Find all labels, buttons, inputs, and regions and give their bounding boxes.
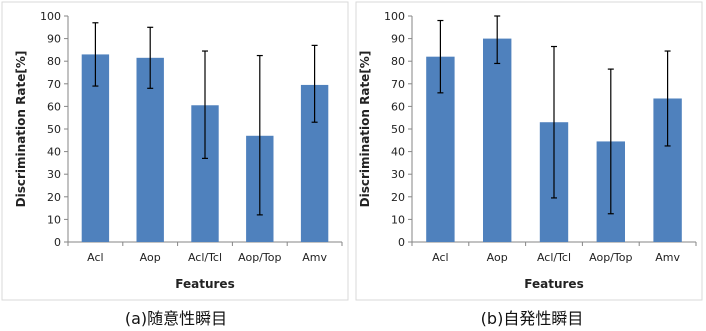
chart-caption: (b)自発性瞬目 — [481, 309, 584, 328]
y-tick-label: 60 — [391, 100, 405, 113]
x-tick-label: Amv — [302, 251, 327, 264]
chart-b: 0 10 20 30 40 50 60 70 80 90 100 Acl Aop Acl/Tcl Aop/T… — [355, 1, 703, 328]
y-tick-label: 40 — [391, 146, 405, 159]
x-tick-label: Aop — [487, 251, 508, 264]
y-tick-label: 50 — [47, 123, 61, 136]
y-tick-label: 50 — [391, 123, 405, 136]
chart-a: 0 10 20 30 40 50 60 70 80 90 100 Acl Aop Acl/Tcl Aop/T… — [1, 1, 349, 328]
x-tick-label: Acl/Tcl — [188, 251, 222, 264]
x-axis-title: Features — [524, 277, 583, 291]
y-tick-label: 10 — [47, 213, 61, 226]
y-tick-label: 80 — [391, 55, 405, 68]
bar — [483, 38, 512, 242]
chart-frame — [1, 1, 349, 301]
x-tick-label: Acl/Tcl — [537, 251, 571, 264]
y-tick-label: 90 — [391, 33, 405, 46]
x-tick-label: Aop/Top — [589, 251, 632, 264]
chart-frame — [355, 1, 703, 301]
x-tick-label: Amv — [655, 251, 680, 264]
y-tick-label: 100 — [40, 10, 61, 23]
y-tick-label: 40 — [47, 146, 61, 159]
y-tick-label: 30 — [47, 168, 61, 181]
y-tick-label: 90 — [47, 33, 61, 46]
y-tick-label: 60 — [47, 100, 61, 113]
x-tick-label: Acl — [87, 251, 103, 264]
y-axis-title: Discrimination Rate[%] — [358, 51, 372, 208]
y-tick-label: 30 — [391, 168, 405, 181]
y-tick-label: 20 — [391, 191, 405, 204]
y-tick-label: 0 — [54, 236, 61, 249]
x-tick-label: Aop/Top — [238, 251, 281, 264]
x-axis-title: Features — [175, 277, 234, 291]
y-tick-label: 80 — [47, 55, 61, 68]
y-tick-label: 20 — [47, 191, 61, 204]
y-tick-label: 100 — [384, 10, 405, 23]
chart-caption: (a)随意性瞬目 — [125, 309, 227, 328]
y-tick-label: 10 — [391, 213, 405, 226]
y-axis-title: Discrimination Rate[%] — [14, 51, 28, 208]
x-tick-label: Acl — [432, 251, 448, 264]
y-tick-label: 0 — [398, 236, 405, 249]
y-tick-label: 70 — [47, 78, 61, 91]
x-tick-label: Aop — [140, 251, 161, 264]
y-tick-label: 70 — [391, 78, 405, 91]
